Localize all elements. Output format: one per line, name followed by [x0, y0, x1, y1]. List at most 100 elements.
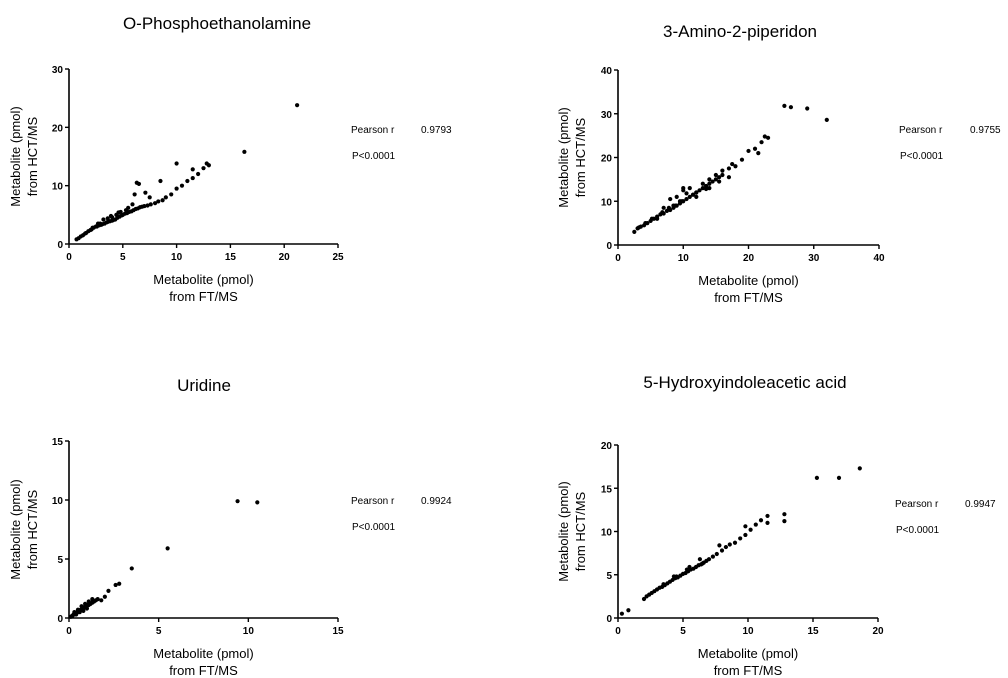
y-tick-label: 20	[52, 123, 64, 134]
data-point	[106, 588, 111, 593]
data-point	[102, 594, 107, 599]
data-point	[84, 606, 90, 611]
data-point	[706, 557, 712, 562]
data-point	[152, 201, 158, 206]
y-tick-label: 0	[57, 240, 63, 251]
data-point	[190, 175, 195, 181]
data-point	[666, 205, 671, 210]
x-tick-label: 5	[680, 626, 686, 637]
chart-title: Uridine	[177, 376, 231, 395]
data-point	[700, 186, 705, 191]
p-value: P<0.0001	[900, 151, 944, 162]
y-tick-label: 5	[606, 571, 612, 582]
data-point	[765, 513, 770, 519]
data-point	[765, 135, 771, 140]
data-point	[163, 195, 168, 200]
data-point	[746, 148, 751, 154]
data-point	[130, 202, 135, 207]
data-point	[148, 202, 153, 207]
data-point	[814, 475, 820, 480]
pearson-label: Pearson r	[351, 496, 395, 507]
data-point	[824, 117, 829, 122]
data-point	[255, 500, 260, 505]
data-point	[126, 205, 131, 210]
y-axis-label: from HCT/MS	[25, 489, 40, 569]
x-tick-label: 0	[66, 252, 72, 263]
data-point	[836, 475, 842, 480]
data-point	[114, 212, 119, 217]
data-point	[758, 518, 764, 523]
data-point	[81, 608, 86, 614]
y-axis-label: from HCT/MS	[573, 491, 588, 571]
y-tick-label: 30	[601, 110, 613, 121]
data-point	[235, 499, 240, 504]
x-tick-label: 0	[615, 253, 621, 264]
data-point	[649, 216, 655, 221]
y-tick-label: 10	[601, 528, 613, 539]
data-point	[700, 561, 705, 566]
data-point	[684, 196, 689, 202]
data-point	[661, 582, 666, 587]
data-point	[739, 157, 745, 162]
data-point	[664, 208, 670, 213]
data-point	[174, 186, 179, 191]
data-point	[619, 611, 625, 616]
data-point	[113, 582, 118, 588]
data-point	[109, 215, 115, 220]
data-point	[74, 612, 79, 617]
y-axis-label: Metabolite (pmol)	[556, 107, 571, 207]
p-value: P<0.0001	[352, 522, 396, 533]
data-point	[86, 599, 91, 604]
pearson-value: 0.9793	[421, 125, 452, 136]
y-tick-label: 15	[601, 484, 613, 495]
data-point	[697, 557, 703, 562]
data-point	[717, 175, 722, 180]
x-tick-label: 10	[678, 253, 690, 264]
data-point	[694, 194, 699, 199]
data-point	[671, 574, 677, 579]
data-point	[782, 519, 787, 524]
x-tick-label: 20	[743, 253, 755, 264]
data-point	[700, 181, 705, 186]
data-point	[723, 544, 729, 550]
y-tick-label: 0	[57, 614, 63, 625]
data-point	[674, 194, 679, 199]
data-point	[765, 520, 770, 525]
data-point	[643, 221, 648, 226]
y-tick-label: 0	[606, 614, 612, 625]
y-axis-label: Metabolite (pmol)	[556, 481, 571, 581]
data-point	[201, 166, 206, 171]
data-point	[748, 527, 753, 532]
data-point	[726, 175, 732, 180]
pearson-value: 0.9924	[421, 496, 452, 507]
data-point	[703, 183, 709, 189]
pearson-label: Pearson r	[351, 125, 395, 136]
data-point	[690, 192, 696, 197]
data-point	[684, 191, 689, 196]
data-point	[857, 466, 862, 471]
x-tick-label: 5	[120, 252, 126, 263]
y-tick-label: 20	[601, 441, 613, 452]
x-tick-label: 10	[742, 626, 754, 637]
data-point	[732, 540, 738, 545]
p-value: P<0.0001	[352, 151, 396, 162]
chart-title: 3-Amino-2-piperidon	[662, 22, 818, 41]
pearson-value: 0.9947	[965, 499, 996, 510]
y-tick-label: 10	[52, 182, 64, 193]
data-point	[98, 221, 103, 226]
y-tick-label: 30	[52, 65, 64, 76]
data-point	[295, 103, 300, 108]
chart-title: O-Phosphoethanolamine	[122, 14, 312, 33]
data-point	[142, 203, 147, 209]
x-tick-label: 25	[332, 252, 344, 263]
data-point	[703, 186, 709, 192]
x-tick-label: 40	[873, 253, 885, 264]
data-point	[727, 542, 732, 547]
data-point	[782, 103, 787, 108]
data-point	[694, 190, 699, 195]
y-tick-label: 10	[601, 197, 613, 208]
data-point	[668, 196, 673, 202]
data-point	[743, 524, 748, 529]
data-point	[759, 140, 764, 145]
